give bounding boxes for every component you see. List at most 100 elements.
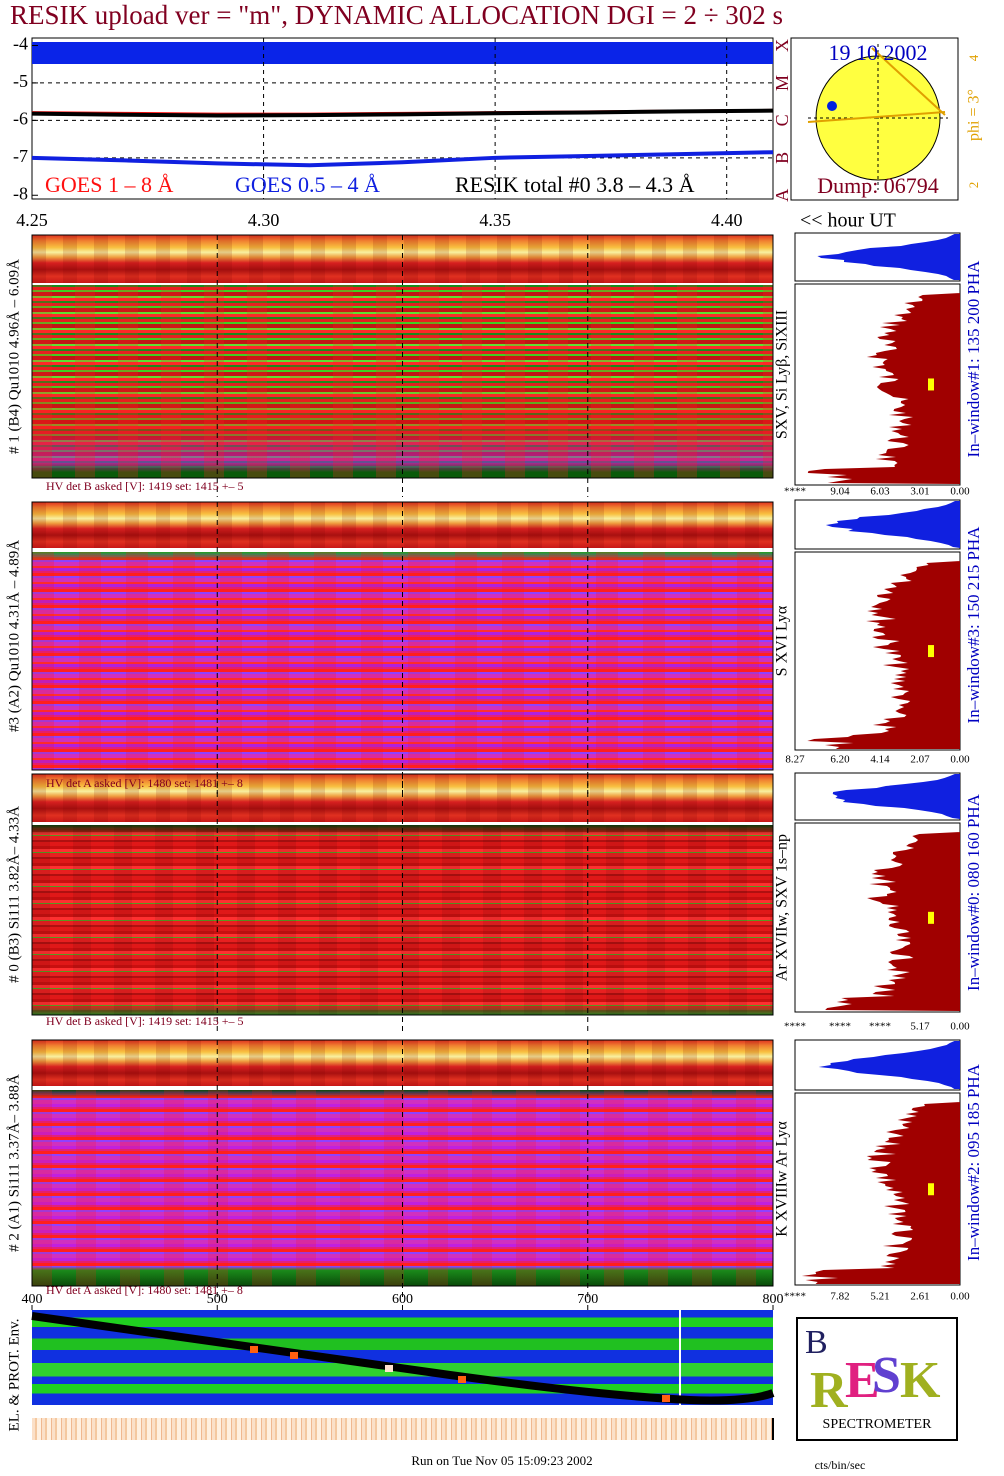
hv-label: HV det A asked [V]: 1480 set: 1481 +– 8 (46, 776, 243, 790)
flux-class: C (772, 114, 792, 126)
x-tick-label: 700 (577, 1292, 598, 1307)
legend-entry: GOES 1 – 8 Å (45, 172, 173, 197)
footer: Run on Tue Nov 05 15:09:23 2002 (411, 1453, 592, 1468)
pha-tick-label: 6.03 (870, 486, 890, 498)
sun-orientation (871, 47, 946, 116)
pha-window (928, 645, 934, 658)
series-line (31, 108, 774, 118)
pha-tick-label: 5.21 (870, 1291, 889, 1303)
y-tick-label: -8 (13, 183, 28, 203)
pha-top (817, 234, 960, 280)
x-tick-label: 4.35 (479, 210, 511, 230)
pha-top (832, 774, 960, 819)
pha-tick-label: **** (784, 486, 806, 498)
pha-main (807, 285, 960, 484)
point (662, 1395, 670, 1402)
dump: Dump: 06794 (817, 173, 939, 198)
x-tick-label: 4.25 (16, 210, 48, 230)
pha-tick-label: 4.14 (870, 754, 890, 766)
point (458, 1376, 466, 1383)
pha-window (928, 1183, 934, 1196)
pha-tick-label: **** (829, 1021, 851, 1033)
hv-label: HV det B asked [V]: 1419 set: 1415 +– 5 (46, 1014, 244, 1028)
y-tick-label: -5 (13, 71, 28, 91)
logo-letter: S (872, 1347, 901, 1404)
x-unit: << hour UT (800, 210, 896, 232)
pha-tick-label: 8.27 (785, 754, 805, 766)
y-tick-label: -7 (13, 146, 28, 166)
date: 19 10 2002 (829, 40, 928, 65)
logo-text: SPECTROMETER (823, 1417, 933, 1432)
point (385, 1365, 393, 1372)
x-tick-label: 400 (22, 1292, 43, 1307)
channel-label: # 0 (B3) Si111 3.82Å– 4.33Å (6, 806, 22, 983)
pha-tick-label: 7.82 (830, 1291, 849, 1303)
pha-top (818, 1041, 960, 1089)
flux-class: X (772, 39, 792, 52)
point (290, 1352, 298, 1359)
window-label: In–window#3: 150 215 PHA (964, 526, 983, 724)
pha-tick-label: 2.61 (910, 1291, 929, 1303)
hv-label: HV det A asked [V]: 1480 set: 1481 +– 8 (46, 1283, 243, 1297)
scale: 2 (966, 182, 981, 189)
flare-position (827, 101, 837, 111)
pha-tick-label: 0.00 (950, 486, 970, 498)
goes-frame (31, 37, 774, 200)
window-label: In–window#2: 095 185 PHA (964, 1063, 983, 1261)
window-label: In–window#1: 135 200 PHA (964, 260, 983, 458)
window-label: In–window#0: 080 160 PHA (964, 793, 983, 991)
sun-orientation (807, 111, 946, 123)
pha-tick-label: **** (784, 1021, 806, 1033)
pha-main (801, 1094, 960, 1284)
pha-tick-label: 3.01 (910, 486, 929, 498)
pha-window (928, 911, 934, 924)
logo-letter: B (805, 1324, 828, 1361)
pha-tick-label: 6.20 (830, 754, 850, 766)
pha-main (807, 553, 960, 749)
series-line (31, 150, 774, 168)
heatmap (32, 552, 773, 770)
phi: phi = 3° (966, 89, 983, 141)
logo-letter: E (845, 1352, 880, 1409)
flux-class: B (772, 152, 792, 164)
pha-top (825, 501, 960, 548)
pha-tick-label: 0.00 (950, 1021, 970, 1033)
flux-class: A (772, 189, 792, 202)
line-label: SXV, Si Lyβ, SiXIII (774, 310, 791, 439)
x-tick-label: 4.30 (248, 210, 280, 230)
pha-tick-label: 0.00 (950, 754, 970, 766)
hv-label: HV det B asked [V]: 1419 set: 1415 +– 5 (46, 479, 244, 493)
x-tick-label: 800 (763, 1292, 784, 1307)
title: RESIK upload ver = "m", DYNAMIC ALLOCATI… (10, 0, 783, 30)
y-tick-label: -4 (13, 34, 28, 54)
y-tick-label: -6 (13, 108, 28, 128)
channel-label: # 2 (A1) Si111 3.37Å– 3.88Å (6, 1074, 22, 1252)
pha-tick-label: 2.07 (910, 754, 930, 766)
line-label: K XVIIIw Ar Lyα (774, 1121, 791, 1237)
pha-tick-label: 9.04 (830, 486, 850, 498)
legend-entry: RESIK total #0 3.8 – 4.3 Å (455, 172, 695, 197)
flux-class: M (772, 75, 792, 91)
logo-letter: R (810, 1362, 849, 1419)
x-tick-label: 600 (392, 1292, 413, 1307)
x-tick-label: 4.40 (711, 210, 743, 230)
channel-label: # 1 (B4) Qu1010 4.96Å – 6.09Å (6, 259, 22, 454)
pha-tick-label: 0.00 (950, 1291, 970, 1303)
scale: 4 (966, 54, 981, 61)
pha-tick-label: **** (784, 1291, 806, 1303)
x-tick-label: 500 (207, 1292, 228, 1307)
line-label: S XVI Lyα (774, 605, 791, 676)
channel-label: #3 (A2) Qu1010 4.31Å – 4.89Å (6, 540, 22, 732)
pha-main (825, 824, 960, 1011)
point (250, 1346, 258, 1353)
line-label: Ar XVIIw, SXV 1s–np (774, 834, 791, 981)
logo-letter: K (900, 1352, 941, 1409)
env-panel (32, 1310, 773, 1405)
pha-unit: cts/bin/sec (815, 1458, 866, 1472)
logo (796, 1317, 958, 1441)
noise-bar (32, 1418, 773, 1440)
env-curve (31, 1312, 775, 1405)
band (32, 42, 773, 64)
legend-entry: GOES 0.5 – 4 Å (235, 172, 380, 197)
